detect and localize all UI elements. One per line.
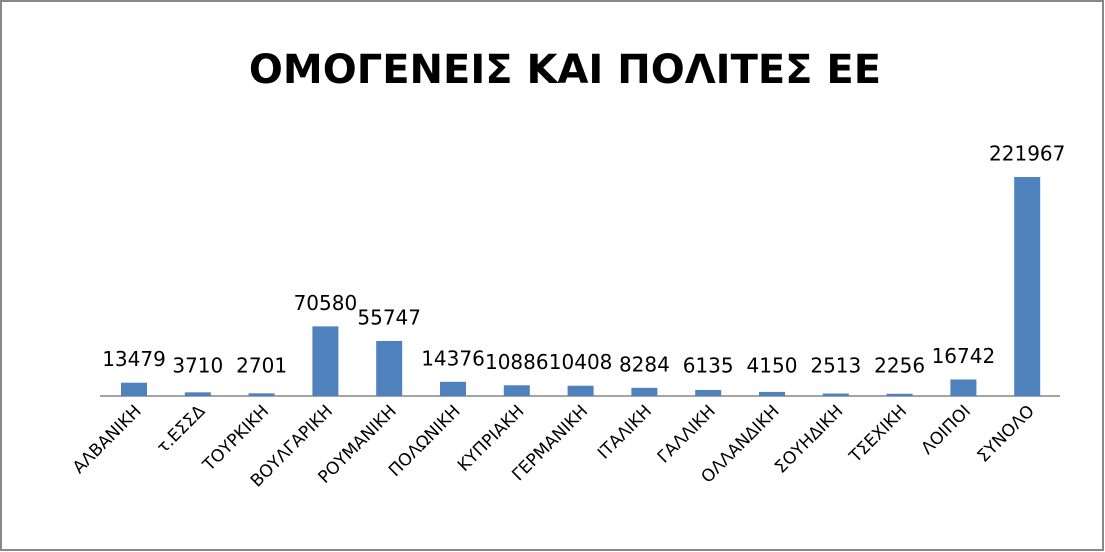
data-label: 2513 (810, 354, 861, 378)
data-label: 2256 (874, 354, 925, 378)
bar (248, 393, 275, 396)
data-label: 13479 (102, 347, 166, 371)
bar (121, 382, 147, 396)
bar (631, 387, 658, 396)
bar (695, 389, 722, 396)
bar (440, 381, 466, 396)
data-label: 4150 (747, 354, 798, 378)
data-label: 6135 (683, 354, 734, 378)
data-label: 16742 (932, 344, 996, 368)
bar (184, 392, 211, 396)
data-label: 70580 (294, 291, 358, 315)
bar (950, 379, 977, 396)
data-label: 8284 (619, 352, 670, 376)
bar (376, 340, 403, 396)
bar (822, 393, 849, 396)
data-label: 3710 (172, 354, 223, 378)
data-label: 221967 (989, 142, 1065, 166)
bar (759, 391, 785, 396)
bar (312, 326, 339, 396)
bar (503, 385, 530, 396)
bar (886, 393, 913, 396)
bar (1014, 177, 1041, 396)
bar (567, 385, 594, 396)
chart-title: ΟΜΟΓΕΝΕΙΣ ΚΑΙ ΠΟΛΙΤΕΣ ΕΕ (249, 47, 881, 93)
data-label: 55747 (357, 305, 421, 329)
data-label: 14376 (421, 346, 485, 370)
data-label: 2701 (236, 354, 287, 378)
data-label: 10408 (549, 350, 613, 374)
data-label: 10886 (485, 350, 549, 374)
